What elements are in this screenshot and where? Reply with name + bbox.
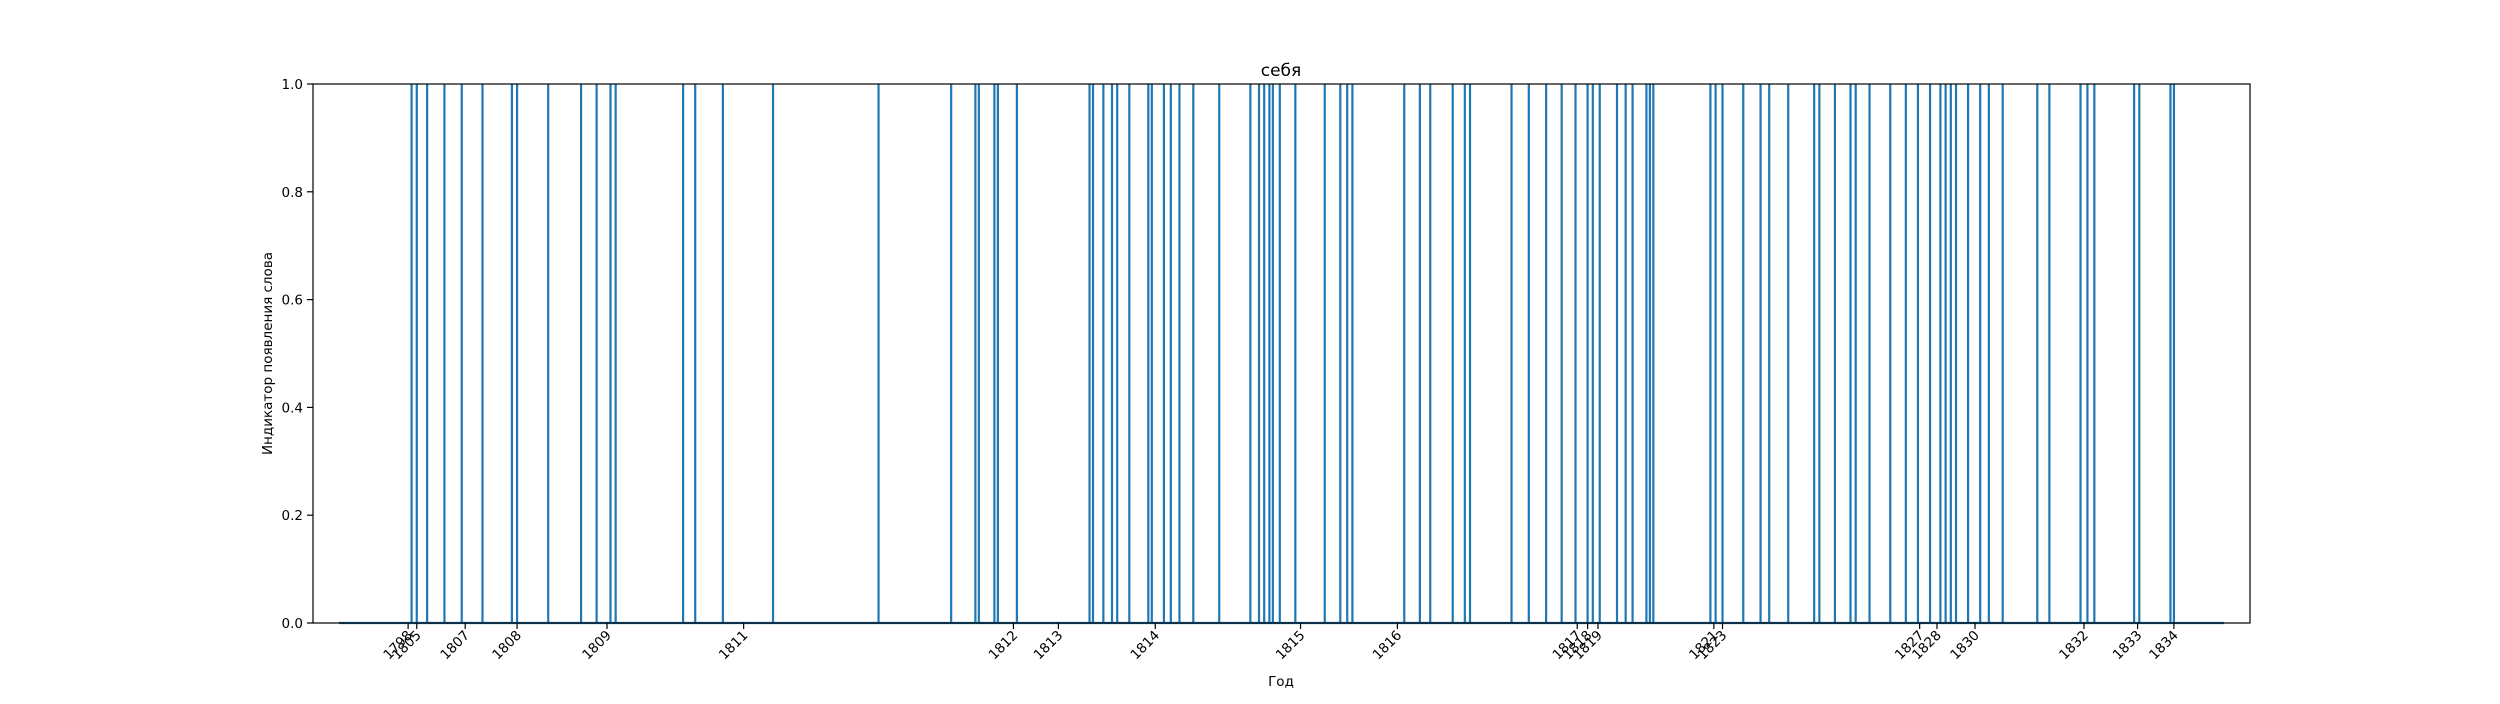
series-line-0	[338, 84, 2225, 625]
x-tick-label-15: 1823	[1695, 628, 1731, 664]
y-tick-label-1: 0.2	[282, 508, 303, 524]
x-tick-label-4: 1809	[579, 628, 615, 664]
y-tick-label-5: 1.0	[282, 77, 303, 93]
x-tick-label-21: 1834	[2146, 628, 2182, 664]
plot-frame	[312, 83, 2251, 624]
y-axis-label: Индикатор появления слова	[260, 252, 276, 455]
y-tick-label-0: 0.0	[282, 616, 303, 632]
x-tick-label-9: 1815	[1273, 628, 1309, 664]
plot-area	[338, 84, 2225, 625]
y-tick-label-3: 0.6	[282, 293, 303, 309]
x-tick-label-8: 1814	[1127, 628, 1163, 664]
y-axis: 0.0 0.2 0.4 0.6 0.8 1.0	[282, 77, 313, 632]
y-tick-label-2: 0.4	[282, 400, 303, 416]
x-tick-label-1: 1805	[389, 628, 425, 664]
x-tick-label-3: 1808	[489, 628, 525, 664]
x-tick-label-2: 1807	[437, 628, 473, 664]
x-axis-label: Год	[1268, 674, 1294, 690]
x-tick-label-20: 1833	[2110, 628, 2146, 664]
y-tick-label-4: 0.8	[282, 185, 303, 201]
x-tick-label-19: 1832	[2056, 628, 2092, 664]
x-tick-label-10: 1816	[1370, 628, 1406, 664]
chart-title: себя	[1261, 61, 1302, 81]
x-tick-label-18: 1830	[1947, 628, 1983, 664]
x-tick-label-5: 1811	[716, 628, 752, 664]
x-tick-label-7: 1813	[1031, 628, 1067, 664]
x-tick-label-6: 1812	[986, 628, 1022, 664]
